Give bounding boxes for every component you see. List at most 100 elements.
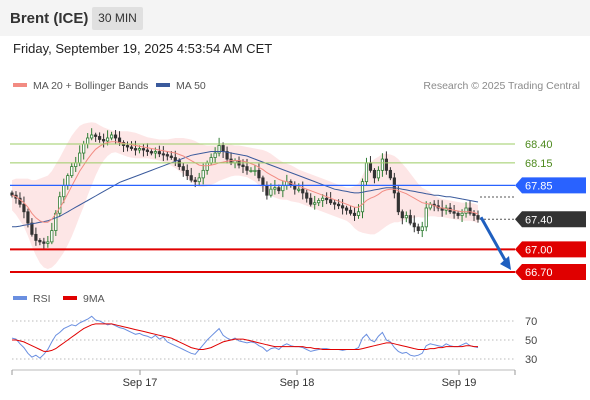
x-tick-label: Sep 18: [279, 377, 315, 389]
rsi-level-label: 50: [525, 335, 537, 347]
candle-bullish: [404, 215, 408, 219]
candle-bullish: [464, 207, 468, 214]
current-price-tag: [515, 211, 586, 228]
candle-bearish: [189, 175, 193, 181]
candle-bearish: [149, 151, 153, 154]
candle-bearish: [34, 233, 38, 241]
candle-bearish: [476, 215, 480, 220]
candle-bullish: [420, 226, 424, 231]
ma50-swatch: [156, 83, 170, 88]
timeframe-button[interactable]: 30 MIN: [92, 7, 143, 30]
support-label: 67.00: [525, 244, 553, 256]
rsi-swatch: [13, 296, 27, 301]
candle-bearish: [102, 139, 106, 142]
candle-bearish: [400, 211, 404, 219]
candle-bullish: [281, 185, 285, 192]
candle-bearish: [352, 212, 357, 216]
candle-bullish: [201, 169, 205, 179]
research-credit: Research © 2025 Trading Central: [423, 80, 580, 92]
candle-bearish: [368, 162, 373, 171]
candle-bearish: [241, 164, 245, 167]
x-tick-label: Sep 17: [122, 377, 158, 389]
rsi-ma-line: [12, 323, 478, 352]
candle-bearish: [125, 145, 130, 148]
candle-bearish: [98, 136, 102, 140]
header-bar: Brent (ICE) 30 MIN: [0, 0, 590, 36]
candle-bullish: [376, 169, 381, 179]
candle-bearish: [169, 155, 173, 158]
candle-bullish: [153, 151, 157, 154]
support-price-tag: [515, 241, 586, 258]
candle-bullish: [74, 162, 78, 167]
candle-bullish: [297, 188, 301, 191]
price-levels: 68.40 68.15 67.85 67.40 67.00 66.70: [10, 139, 586, 280]
candle-bearish: [372, 169, 377, 179]
candle-bullish: [321, 197, 325, 201]
forecast-arrow: [479, 216, 511, 270]
candle-bearish: [412, 222, 416, 228]
candle-bearish: [30, 222, 34, 235]
support-price-tag: [515, 264, 586, 280]
legend-9ma: 9MA: [63, 293, 105, 305]
ma20-legend-label: MA 20 + Bollinger Bands: [33, 80, 149, 92]
candle-bullish: [109, 134, 114, 139]
candle-bearish: [193, 179, 197, 183]
candle-bullish: [86, 137, 90, 145]
candle-bearish: [141, 148, 146, 151]
arrow-shaft: [479, 216, 507, 261]
rsi-legend-label: RSI: [33, 293, 51, 305]
candle-bullish: [249, 169, 253, 172]
resistance-label: 68.40: [525, 139, 553, 151]
candle-bullish: [209, 157, 213, 164]
candle-bearish: [396, 192, 400, 213]
candle-bearish: [301, 188, 305, 194]
candle-bullish: [253, 169, 257, 172]
ma50-line: [12, 151, 479, 228]
candle-bearish: [309, 197, 313, 205]
arrow-head: [500, 256, 511, 270]
candle-bearish: [129, 146, 134, 149]
candle-bearish: [277, 187, 281, 192]
candle-bearish: [325, 197, 329, 201]
ma20-line: [11, 141, 479, 223]
candle-bullish: [137, 148, 142, 151]
candle-bullish: [460, 212, 464, 216]
candle-bullish: [66, 175, 70, 186]
candle-bearish: [173, 157, 177, 161]
candle-bearish: [416, 226, 420, 231]
candle-bearish: [468, 207, 472, 214]
resistance-label: 68.15: [525, 158, 553, 170]
candle-bullish: [50, 230, 54, 243]
candle-bearish: [113, 134, 118, 139]
rsi-level-label: 30: [525, 354, 537, 366]
candle-bearish: [22, 203, 26, 213]
candle-bearish: [94, 134, 98, 137]
candle-bearish: [384, 158, 388, 171]
candle-bearish: [221, 145, 225, 152]
candle-bullish: [360, 181, 365, 213]
pivot-label: 67.85: [525, 180, 553, 192]
candle-bearish: [408, 215, 412, 224]
candle-bearish: [261, 177, 265, 186]
candle-bearish: [185, 169, 189, 177]
candle-bearish: [165, 154, 169, 157]
candle-bearish: [265, 185, 269, 196]
support-label: 66.70: [525, 267, 553, 279]
candle-bearish: [340, 205, 345, 209]
candle-bullish: [313, 202, 317, 205]
pivot-price-tag: [515, 177, 586, 194]
candle-bullish: [82, 143, 86, 154]
candle-bearish: [42, 241, 46, 244]
candle-bearish: [10, 192, 14, 196]
candle-bullish: [380, 158, 384, 171]
candle-bearish: [18, 197, 22, 205]
candle-bearish: [329, 199, 333, 204]
candle-bullish: [62, 185, 66, 198]
candle-bearish: [38, 239, 42, 243]
candle-bearish: [26, 211, 30, 224]
candle-bearish: [348, 209, 353, 214]
candle-bearish: [344, 207, 349, 211]
candle-bullish: [269, 188, 273, 196]
instrument-title: Brent (ICE): [10, 10, 89, 27]
x-tick-label: Sep 19: [441, 377, 477, 389]
